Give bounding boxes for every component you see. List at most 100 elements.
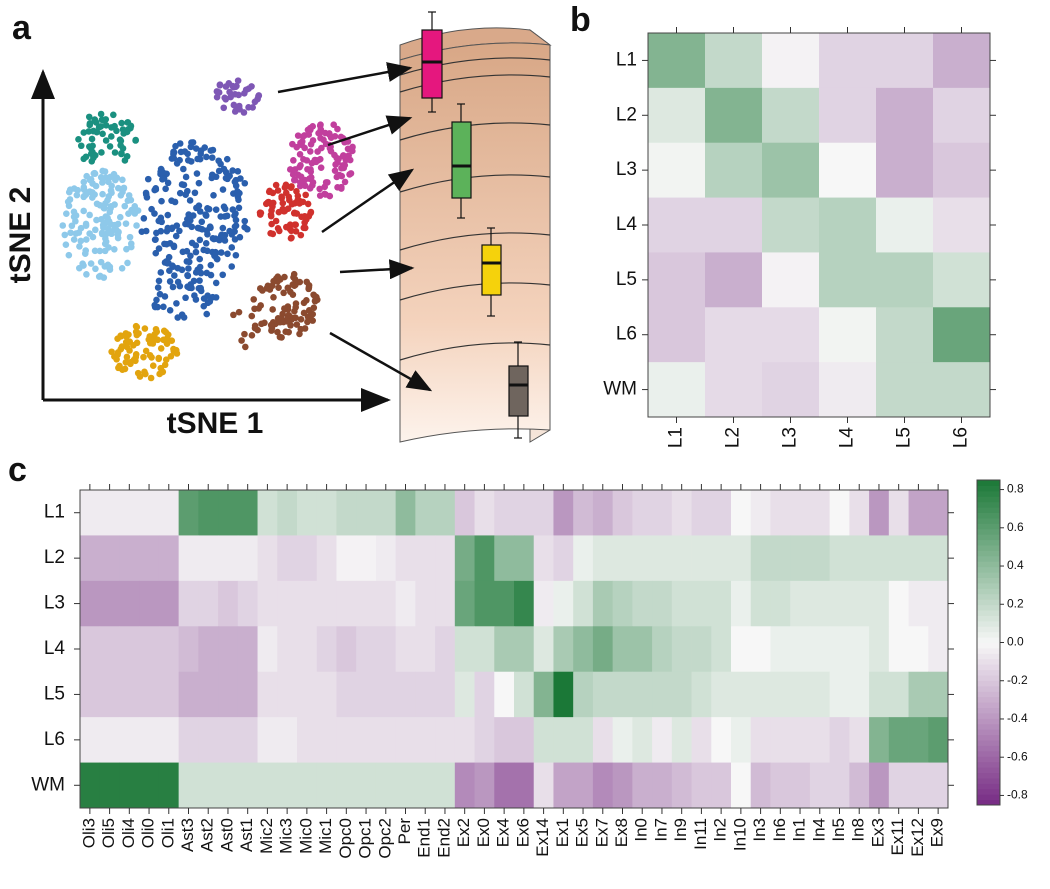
cell-dot (212, 206, 220, 213)
colorbar-segment (977, 696, 1000, 703)
heatmap-cell (908, 762, 929, 809)
colorbar-segment (977, 501, 1000, 508)
cell-dot (77, 142, 85, 150)
heatmap-cell (908, 580, 929, 627)
heatmap-cell (648, 142, 706, 198)
cell-dot (301, 212, 309, 220)
cell-dot (95, 273, 103, 280)
column-label: In2 (711, 818, 730, 842)
cell-dot (274, 187, 282, 194)
cell-dot (309, 179, 317, 186)
cell-dot (102, 238, 110, 246)
cell-dot (294, 132, 302, 139)
cell-dot (142, 347, 150, 355)
colorbar-segment (977, 642, 1000, 649)
cell-dot (268, 220, 275, 228)
cell-dot (285, 193, 293, 201)
slab-front (399, 42, 551, 443)
cell-dot (140, 215, 148, 222)
heatmap-cell (573, 490, 594, 536)
heatmap-cell (119, 717, 140, 763)
cell-dot (317, 121, 324, 129)
colorbar-segment (977, 528, 1000, 535)
heatmap-cell (731, 626, 752, 673)
cell-dot (215, 89, 223, 96)
cell-dot (157, 345, 165, 352)
column-label: L1 (666, 427, 687, 448)
cell-dot (165, 259, 172, 267)
cell-dot (196, 155, 204, 163)
heatmap-cell (632, 671, 653, 718)
heatmap-cell (652, 762, 673, 809)
row-label: L3 (616, 159, 637, 180)
colorbar-segment (977, 512, 1000, 519)
cell-dot (111, 149, 119, 156)
heatmap-cell (705, 252, 763, 308)
cell-dot (222, 174, 230, 182)
heatmap-cell (435, 490, 456, 536)
cell-dot (99, 221, 107, 229)
cell-dot (254, 326, 261, 334)
cell-dot (116, 213, 124, 221)
heatmap-cell (652, 717, 673, 763)
cell-dot (303, 278, 311, 286)
cell-dot (226, 227, 233, 235)
cell-dot (80, 178, 88, 186)
colorbar-segment (977, 729, 1000, 736)
heatmap-cell (849, 490, 870, 536)
column-label: Per (395, 818, 414, 845)
heatmap-cell (705, 87, 763, 144)
cell-dot (299, 198, 307, 206)
heatmap-cell (711, 717, 732, 763)
row-label: L2 (44, 547, 65, 568)
heatmap-cell (514, 535, 535, 582)
cell-dot (125, 210, 132, 217)
heatmap-cell (474, 535, 495, 582)
heatmap-cell (158, 626, 180, 673)
cell-dot (148, 205, 155, 213)
cell-dot (164, 179, 172, 187)
colorbar-segment (977, 734, 1000, 741)
cell-dot (297, 179, 304, 186)
cell-dot (180, 165, 187, 173)
heatmap-cell (316, 762, 337, 809)
colorbar-tick-label: -0.4 (1007, 711, 1028, 725)
cell-dot (171, 272, 178, 279)
heatmap-cell (514, 717, 535, 763)
column-label: Ex9 (928, 818, 947, 847)
column-label: Mic3 (277, 818, 296, 854)
cell-dot (168, 197, 175, 204)
column-label: In0 (632, 818, 651, 842)
heatmap-cell (454, 580, 475, 627)
heatmap-cell (933, 307, 991, 363)
heatmap-cell (119, 671, 140, 718)
cell-dot (164, 331, 172, 338)
colorbar-tick-label: 0.4 (1007, 558, 1024, 572)
cell-dot (190, 277, 198, 285)
cell-dot (113, 127, 120, 135)
heatmap-cell (829, 490, 850, 536)
heatmap-cell (705, 307, 763, 363)
cell-dot (204, 230, 211, 238)
cell-dot (311, 156, 319, 164)
heatmap-cell (849, 626, 870, 673)
heatmap-cell (218, 626, 239, 673)
cell-dot (102, 122, 110, 129)
heatmap-cell (178, 580, 199, 627)
heatmap-cell (80, 626, 101, 673)
column-label: Ex3 (868, 818, 887, 847)
heatmap-cell (809, 762, 831, 809)
heatmap-cell (790, 535, 811, 582)
column-label: In10 (730, 818, 749, 851)
heatmap-cell (888, 762, 909, 809)
heatmap-cell (612, 490, 633, 536)
cell-dot (161, 293, 169, 300)
heatmap-cell (178, 671, 199, 718)
colorbar-segment (977, 637, 1000, 643)
cell-dot (270, 293, 277, 301)
heatmap-cell (218, 490, 239, 536)
cell-dot (248, 332, 256, 339)
cell-dot (289, 140, 296, 148)
heatmap-cell (711, 626, 732, 673)
heatmap-cell (237, 580, 258, 627)
